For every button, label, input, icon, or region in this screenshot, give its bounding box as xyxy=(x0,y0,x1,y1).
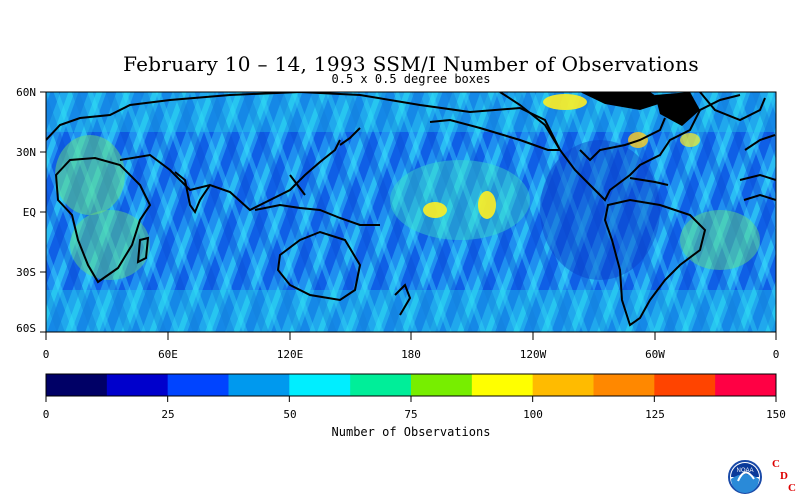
colorbar-cells xyxy=(46,374,777,396)
colorbar-tick-label: 50 xyxy=(283,408,297,421)
colorbar-cell xyxy=(411,374,473,396)
colorbar-tick-label: 150 xyxy=(766,408,786,421)
colorbar-tick-label: 100 xyxy=(523,408,543,421)
lat-ticks xyxy=(40,91,46,333)
colorbar-cell xyxy=(228,374,290,396)
colorbar-label: Number of Observations xyxy=(331,425,491,439)
colorbar-cell xyxy=(471,374,534,396)
colorbar-cell xyxy=(654,374,716,396)
lat-label: 60N xyxy=(16,86,36,99)
lat-label: 30S xyxy=(16,266,36,279)
lon-label: 120W xyxy=(519,348,547,361)
lat-label: EQ xyxy=(22,206,36,219)
map-subtitle: 0.5 x 0.5 degree boxes xyxy=(331,72,491,86)
colorbar-cell xyxy=(289,374,351,396)
lon-label: 60W xyxy=(645,348,665,361)
colorbar-tick-label: 125 xyxy=(645,408,665,421)
colorbar-cell xyxy=(106,374,169,396)
lon-ticks xyxy=(45,332,777,340)
lon-label: 180 xyxy=(401,348,421,361)
noaa-text: NOAA xyxy=(736,468,753,474)
cdc-c2: C xyxy=(788,482,796,494)
map-title: February 10 – 14, 1993 SSM/I Number of O… xyxy=(123,52,699,76)
lat-label: 60S xyxy=(16,322,36,335)
lon-label: 0 xyxy=(772,348,780,361)
cdc-c1: C xyxy=(772,458,780,470)
colorbar-cell xyxy=(167,374,229,396)
colorbar-cell xyxy=(350,374,412,396)
colorbar-ticks xyxy=(45,396,777,402)
colorbar-cell xyxy=(593,374,655,396)
colorbar-tick-label: 75 xyxy=(404,408,418,421)
colorbar xyxy=(45,373,777,402)
lon-label: 0 xyxy=(42,348,50,361)
lon-label: 60E xyxy=(158,348,178,361)
coastlines xyxy=(46,92,776,327)
colorbar-tick-label: 25 xyxy=(161,408,175,421)
colorbar-cell xyxy=(532,374,594,396)
noaa-cdc-logo: NOAA C D C xyxy=(728,458,796,494)
colorbar-tick-label: 0 xyxy=(42,408,50,421)
cdc-d: D xyxy=(780,470,788,482)
observation-map xyxy=(40,91,777,340)
colorbar-cell xyxy=(46,374,108,396)
lat-label: 30N xyxy=(16,146,36,159)
lon-label: 120E xyxy=(276,348,304,361)
colorbar-cell xyxy=(715,374,777,396)
